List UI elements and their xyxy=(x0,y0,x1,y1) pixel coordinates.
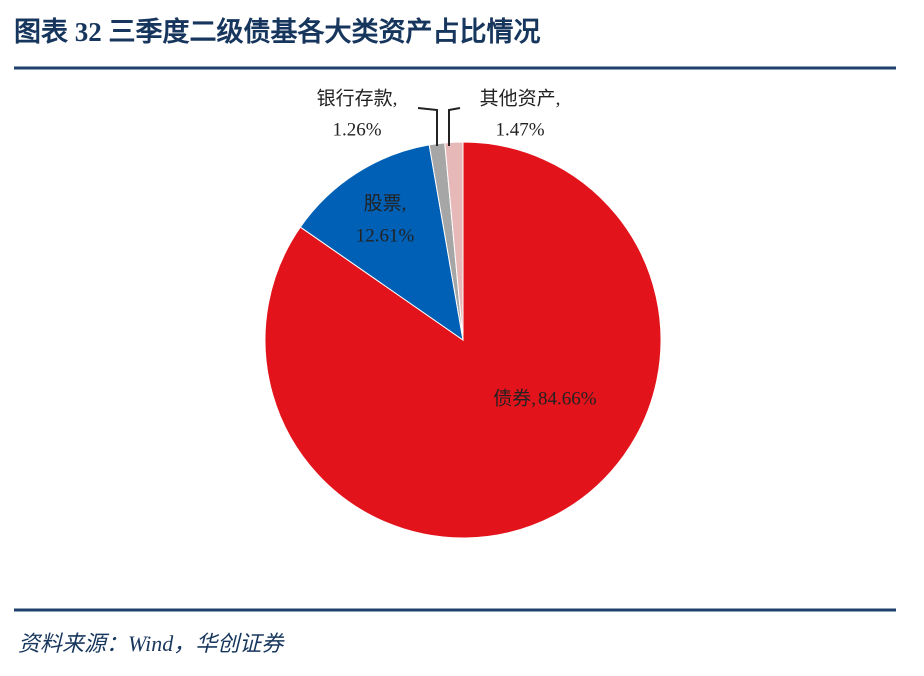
category-label: 其他资产, xyxy=(480,87,561,109)
category-label: 股票, xyxy=(364,193,407,214)
pie-slice xyxy=(299,144,464,342)
data-labels: 债券, 84.66% 股票, 12.61% 银行存款, 1.26% 其他资产, 1.47% xyxy=(317,87,597,409)
leader-line xyxy=(417,107,438,146)
leader-line xyxy=(448,107,461,146)
chart-title: 图表 32 三季度二级债基各大类资产占比情况 xyxy=(14,16,541,47)
source-note: 资料来源：Wind，华创证券 xyxy=(18,631,285,656)
value-label: 1.47% xyxy=(495,119,544,140)
category-label: 银行存款, xyxy=(317,87,398,109)
pie xyxy=(264,141,662,539)
pie-slice xyxy=(444,141,464,341)
value-label: 1.26% xyxy=(332,119,381,140)
category-label: 债券, xyxy=(493,387,536,409)
value-label: 84.66% xyxy=(538,388,597,409)
value-label: 12.61% xyxy=(356,225,415,246)
